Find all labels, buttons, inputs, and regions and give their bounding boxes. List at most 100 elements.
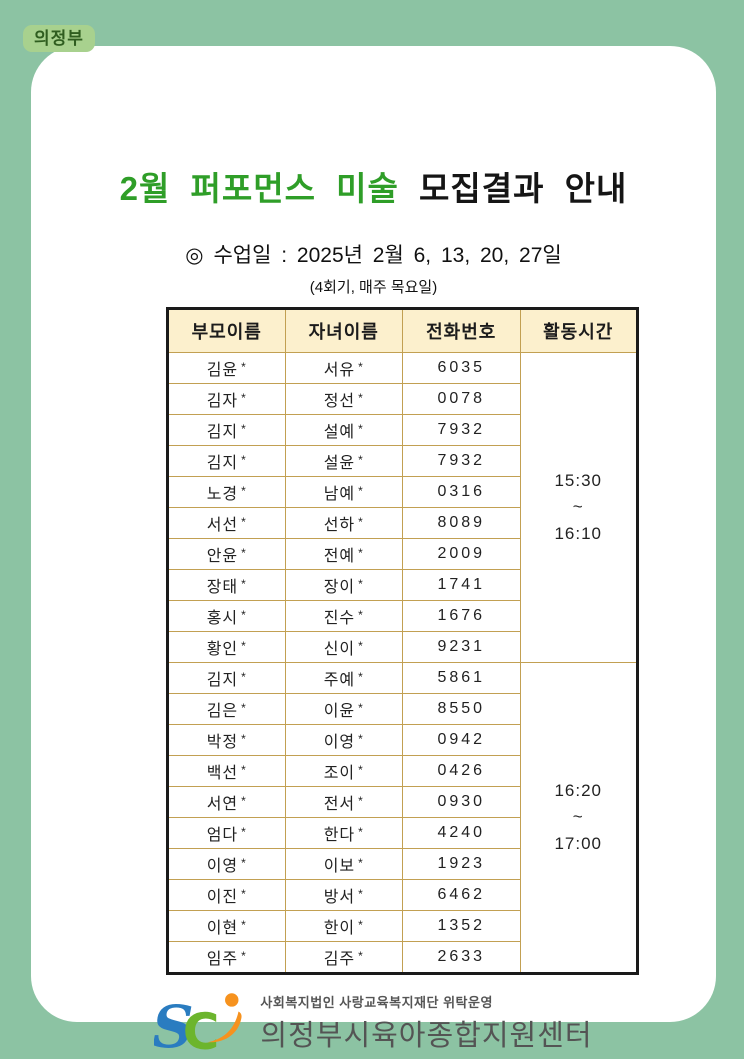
parent-name-cell: 황인 * <box>167 631 286 663</box>
child-name-cell: 주예 * <box>284 662 403 694</box>
table-row: 이영 * 이보 * 1923 <box>167 848 638 880</box>
parent-name-cell: 안윤 * <box>167 538 286 570</box>
masking-asterisk: * <box>241 577 247 591</box>
masking-asterisk: * <box>241 422 247 436</box>
child-name-cell: 이보 * <box>284 848 403 880</box>
masking-asterisk: * <box>358 577 364 591</box>
table-row: 김지 * 설윤 * 7932 <box>167 445 638 477</box>
table-row: 노경 * 남예 * 0316 <box>167 476 638 508</box>
parent-name-cell: 홍시 * <box>167 600 286 632</box>
masking-asterisk: * <box>358 670 364 684</box>
child-name-cell: 진수 * <box>284 600 403 632</box>
masking-asterisk: * <box>241 360 247 374</box>
parent-name-cell: 엄다 * <box>167 817 286 849</box>
svg-text:S: S <box>154 993 194 1059</box>
child-name-cell: 서유 * <box>284 352 403 384</box>
phone-number-cell: 1352 <box>402 910 521 942</box>
activity-time-cell: 16:20 ~17:00 <box>519 662 638 974</box>
masking-asterisk: * <box>358 608 364 622</box>
child-name-cell: 방서 * <box>284 879 403 911</box>
col-header-activity-time: 활동시간 <box>519 308 638 353</box>
phone-number-cell: 6462 <box>402 879 521 911</box>
region-badge: 의정부 <box>23 25 95 52</box>
phone-number-cell: 0930 <box>402 786 521 818</box>
child-name-cell: 조이 * <box>284 755 403 787</box>
table-row: 서연 * 전서 * 0930 <box>167 786 638 818</box>
table-row: 임주 * 김주 * 2633 <box>167 941 638 974</box>
parent-name-cell: 김윤 * <box>167 352 286 384</box>
phone-number-cell: 8550 <box>402 693 521 725</box>
masking-asterisk: * <box>241 639 247 653</box>
phone-number-cell: 0316 <box>402 476 521 508</box>
masking-asterisk: * <box>241 856 247 870</box>
phone-number-cell: 5861 <box>402 662 521 694</box>
masking-asterisk: * <box>241 887 247 901</box>
child-name-cell: 남예 * <box>284 476 403 508</box>
masking-asterisk: * <box>358 794 364 808</box>
parent-name-cell: 박정 * <box>167 724 286 756</box>
child-name-cell: 선하 * <box>284 507 403 539</box>
phone-number-cell: 7932 <box>402 445 521 477</box>
child-name-cell: 한이 * <box>284 910 403 942</box>
masking-asterisk: * <box>358 546 364 560</box>
masking-asterisk: * <box>358 422 364 436</box>
phone-number-cell: 1676 <box>402 600 521 632</box>
parent-name-cell: 이현 * <box>167 910 286 942</box>
masking-asterisk: * <box>358 453 364 467</box>
phone-number-cell: 6035 <box>402 352 521 384</box>
phone-number-cell: 9231 <box>402 631 521 663</box>
table-row: 황인 * 신이 * 9231 <box>167 631 638 663</box>
parent-name-cell: 서선 * <box>167 507 286 539</box>
table-header-row: 부모이름 자녀이름 전화번호 활동시간 <box>167 308 638 353</box>
child-name-cell: 전예 * <box>284 538 403 570</box>
col-header-phone-number: 전화번호 <box>402 308 521 353</box>
page-title: 2월 퍼포먼스 미술 모집결과 안내 <box>31 168 716 209</box>
phone-number-cell: 2633 <box>402 941 521 974</box>
child-name-cell: 신이 * <box>284 631 403 663</box>
masking-asterisk: * <box>241 453 247 467</box>
table-row: 김은 * 이윤 * 8550 <box>167 693 638 725</box>
parent-name-cell: 김지 * <box>167 662 286 694</box>
phone-number-cell: 1923 <box>402 848 521 880</box>
masking-asterisk: * <box>358 825 364 839</box>
class-dates-line: ◎ 수업일 : 2025년 2월 6, 13, 20, 27일 <box>185 244 562 267</box>
child-name-cell: 전서 * <box>284 786 403 818</box>
child-name-cell: 이윤 * <box>284 693 403 725</box>
phone-number-cell: 4240 <box>402 817 521 849</box>
masking-asterisk: * <box>358 701 364 715</box>
phone-number-cell: 1741 <box>402 569 521 601</box>
masking-asterisk: * <box>358 639 364 653</box>
masking-asterisk: * <box>241 608 247 622</box>
table-row: 안윤 * 전예 * 2009 <box>167 538 638 570</box>
child-name-cell: 한다 * <box>284 817 403 849</box>
col-header-parent-name: 부모이름 <box>167 308 286 353</box>
masking-asterisk: * <box>358 360 364 374</box>
masking-asterisk: * <box>358 484 364 498</box>
masking-asterisk: * <box>241 391 247 405</box>
masking-asterisk: * <box>241 670 247 684</box>
col-header-child-name: 자녀이름 <box>284 308 403 353</box>
child-name-cell: 이영 * <box>284 724 403 756</box>
masking-asterisk: * <box>241 546 247 560</box>
phone-number-cell: 0426 <box>402 755 521 787</box>
masking-asterisk: * <box>358 763 364 777</box>
roster-table: 부모이름 자녀이름 전화번호 활동시간 김윤 * 서유 * 6035 15:30 ~16:10 김자… <box>166 307 639 975</box>
masking-asterisk: * <box>358 515 364 529</box>
child-name-cell: 김주 * <box>284 941 403 974</box>
parent-name-cell: 김지 * <box>167 414 286 446</box>
masking-asterisk: * <box>241 918 247 932</box>
masking-asterisk: * <box>241 515 247 529</box>
masking-asterisk: * <box>241 825 247 839</box>
footer-center-name: 의정부시육아종합지원센터 <box>260 1020 593 1052</box>
parent-name-cell: 김은 * <box>167 693 286 725</box>
masking-asterisk: * <box>241 763 247 777</box>
masking-asterisk: * <box>241 484 247 498</box>
footer-org-text: 사회복지법인 사랑교육복지재단 위탁운영 의정부시육아종합지원센터 <box>260 992 592 1054</box>
phone-number-cell: 7932 <box>402 414 521 446</box>
parent-name-cell: 장태 * <box>167 569 286 601</box>
phone-number-cell: 0942 <box>402 724 521 756</box>
masking-asterisk: * <box>241 732 247 746</box>
content-card: 2월 퍼포먼스 미술 모집결과 안내 ◎ 수업일 : 2025년 2월 6, 1… <box>31 46 716 1059</box>
masking-asterisk: * <box>358 732 364 746</box>
parent-name-cell: 임주 * <box>167 941 286 974</box>
